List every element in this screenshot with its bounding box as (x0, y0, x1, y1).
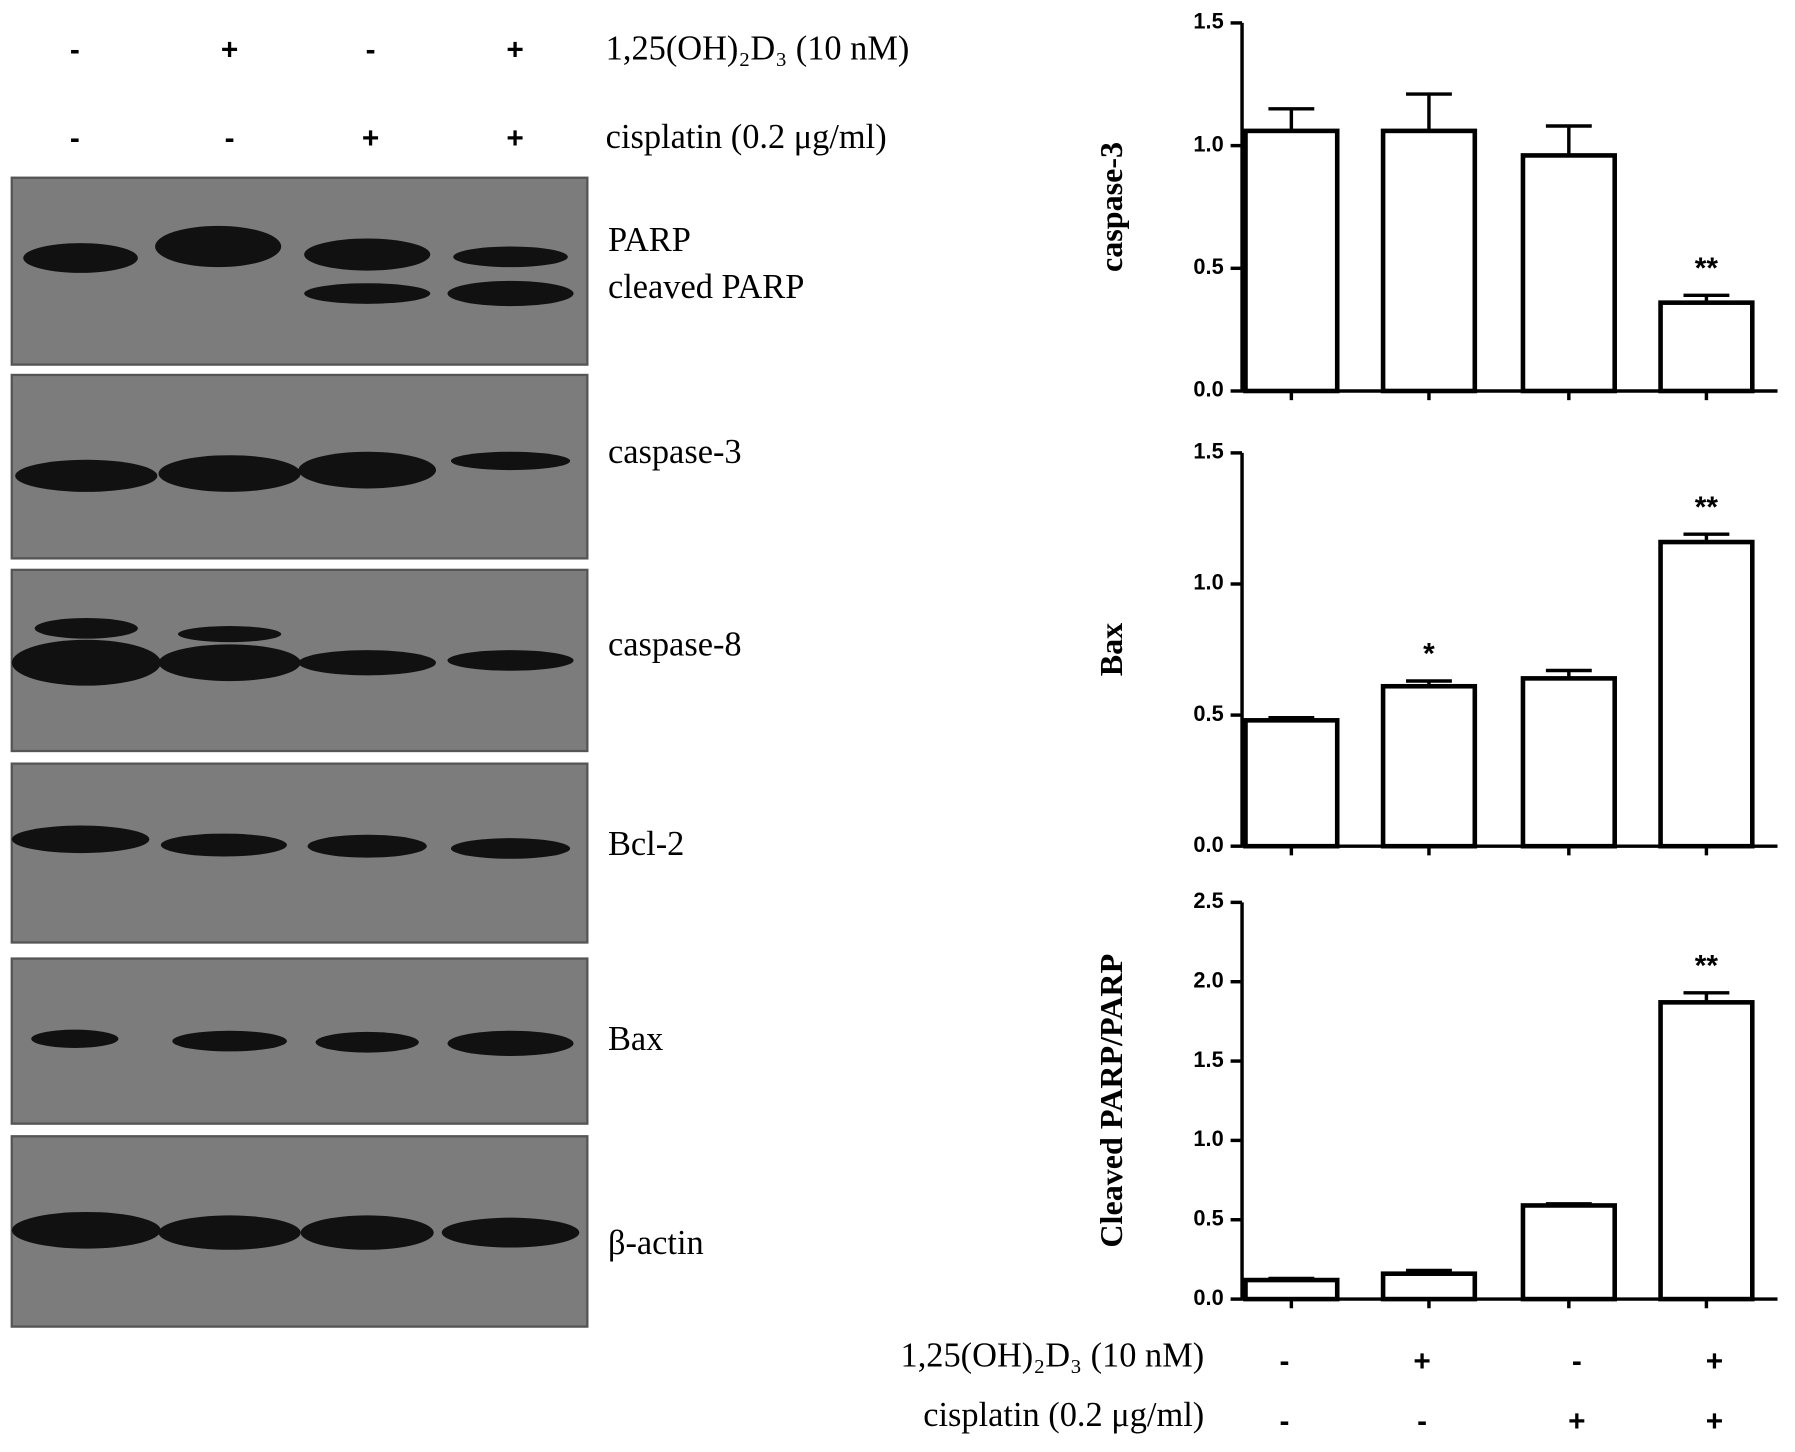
band-label: PARP (608, 221, 691, 259)
blot-band (158, 455, 301, 492)
treatment-sign: + (221, 33, 238, 66)
y-axis-label: Cleaved PARP/PARP (1093, 954, 1129, 1248)
blot-band (172, 1030, 287, 1052)
bar (1658, 1000, 1755, 1302)
band-label: β-actin (608, 1224, 704, 1262)
band-label: Bax (608, 1020, 663, 1058)
treatment-label: 1,25(OH)₂D₃ (10 nM) (606, 29, 910, 67)
blot-band (158, 1215, 301, 1250)
band-label: Bcl-2 (608, 825, 684, 863)
treatment-label: 1,25(OH)₂D₃ (10 nM) (901, 1337, 1205, 1375)
blot-band (450, 451, 571, 471)
bar (1380, 1271, 1478, 1302)
bar (1520, 1203, 1617, 1302)
y-tick-label: 0.0 (1193, 377, 1223, 402)
y-axis-label: caspase-3 (1093, 142, 1129, 272)
y-tick-label: 2.5 (1193, 888, 1223, 913)
blot-band (298, 650, 436, 676)
blot-band (158, 644, 301, 682)
blot-band (450, 838, 571, 859)
blot-band (298, 451, 436, 489)
treatment-sign: - (1417, 1405, 1427, 1438)
y-tick-label: 0.0 (1193, 832, 1223, 857)
y-tick-label: 2.0 (1193, 967, 1223, 992)
significance-label: ** (1695, 949, 1719, 982)
y-tick-label: 1.5 (1193, 9, 1223, 34)
bar (1380, 128, 1478, 394)
blot-band (453, 246, 568, 268)
blot-band (11, 825, 150, 854)
treatment-label: cisplatin (0.2 μg/ml) (606, 118, 887, 156)
treatment-sign: - (70, 33, 80, 66)
treatment-sign: + (506, 33, 523, 66)
blot-band (11, 639, 161, 686)
treatment-sign: - (225, 122, 235, 155)
blot-band (31, 1029, 119, 1048)
blot-band (447, 1030, 574, 1057)
treatment-label: cisplatin (0.2 μg/ml) (923, 1396, 1204, 1434)
blot-band (23, 243, 138, 273)
y-tick-label: 1.0 (1193, 1126, 1223, 1151)
treatment-sign: + (1568, 1405, 1585, 1438)
blot-band (15, 459, 158, 492)
band-label: cleaved PARP (608, 268, 804, 306)
bar (1520, 153, 1617, 394)
treatment-sign: - (1280, 1345, 1290, 1378)
blot-band (304, 283, 431, 304)
bar (1658, 539, 1755, 849)
significance-label: * (1423, 638, 1435, 671)
band-label: caspase-3 (608, 433, 742, 471)
y-tick-label: 0.5 (1193, 701, 1223, 726)
blot-band (160, 833, 287, 857)
blot-band (11, 1211, 161, 1249)
bar (1243, 718, 1340, 849)
blot-band (441, 1217, 580, 1248)
blot-band (34, 618, 138, 639)
blot-band (155, 225, 282, 268)
y-tick-label: 0.0 (1193, 1285, 1223, 1310)
treatment-sign: + (1706, 1405, 1723, 1438)
treatment-sign: + (362, 122, 379, 155)
blot-band (300, 1215, 434, 1250)
blot-band (304, 238, 431, 271)
band-label: caspase-8 (608, 626, 742, 664)
blot-panel (10, 176, 589, 366)
treatment-sign: - (366, 33, 376, 66)
bar (1380, 683, 1478, 849)
y-tick-label: 0.5 (1193, 254, 1223, 279)
blot-band (447, 650, 574, 671)
treatment-sign: - (1572, 1345, 1582, 1378)
blot-band (447, 280, 574, 307)
bar (1658, 300, 1755, 394)
blot-band (178, 626, 282, 643)
bar (1243, 1277, 1340, 1302)
treatment-sign: + (1413, 1345, 1430, 1378)
y-tick-label: 1.5 (1193, 439, 1223, 464)
significance-label: ** (1695, 491, 1719, 524)
y-tick-label: 0.5 (1193, 1205, 1223, 1230)
bar (1243, 128, 1340, 394)
blot-band (307, 834, 427, 858)
treatment-sign: - (1280, 1405, 1290, 1438)
significance-label: ** (1695, 252, 1719, 285)
treatment-sign: + (1706, 1345, 1723, 1378)
treatment-sign: + (506, 122, 523, 155)
y-tick-label: 1.0 (1193, 570, 1223, 595)
y-tick-label: 1.0 (1193, 131, 1223, 156)
blot-band (315, 1031, 419, 1053)
y-tick-label: 1.5 (1193, 1047, 1223, 1072)
bar (1520, 676, 1617, 849)
y-axis-label: Bax (1093, 623, 1129, 677)
treatment-sign: - (70, 122, 80, 155)
